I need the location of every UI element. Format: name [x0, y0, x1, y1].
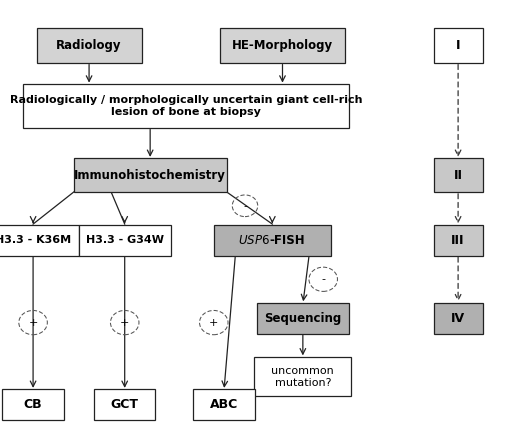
FancyBboxPatch shape — [94, 390, 155, 420]
Text: uncommon
mutation?: uncommon mutation? — [271, 366, 334, 388]
Text: H3.3 - K36M: H3.3 - K36M — [0, 235, 71, 246]
Text: $\mathit{USP6}$: $\mathit{USP6}$ — [238, 234, 270, 247]
FancyBboxPatch shape — [37, 28, 142, 63]
FancyBboxPatch shape — [73, 158, 227, 192]
FancyBboxPatch shape — [434, 225, 483, 255]
FancyBboxPatch shape — [193, 390, 255, 420]
Text: +: + — [120, 317, 129, 328]
FancyBboxPatch shape — [22, 84, 349, 128]
FancyBboxPatch shape — [434, 158, 483, 192]
Text: Immunohistochemistry: Immunohistochemistry — [74, 169, 226, 182]
FancyBboxPatch shape — [0, 225, 79, 255]
FancyBboxPatch shape — [434, 303, 483, 333]
Text: II: II — [454, 169, 463, 182]
FancyBboxPatch shape — [2, 390, 64, 420]
Text: Radiology: Radiology — [56, 39, 122, 52]
Text: I: I — [456, 39, 460, 52]
FancyBboxPatch shape — [214, 225, 331, 255]
Text: Radiologically / morphologically uncertain giant cell-rich
lesion of bone at bio: Radiologically / morphologically uncerta… — [10, 95, 362, 117]
Text: +: + — [29, 317, 38, 328]
Text: -FISH: -FISH — [270, 234, 305, 247]
Text: III: III — [451, 234, 465, 247]
Text: CB: CB — [24, 398, 42, 411]
Text: +: + — [209, 317, 218, 328]
Text: ABC: ABC — [210, 398, 238, 411]
FancyBboxPatch shape — [220, 28, 345, 63]
Text: Sequencing: Sequencing — [264, 312, 342, 325]
FancyBboxPatch shape — [434, 28, 483, 63]
FancyBboxPatch shape — [254, 357, 351, 397]
FancyBboxPatch shape — [257, 303, 349, 333]
Text: -: - — [243, 201, 247, 211]
Text: HE-Morphology: HE-Morphology — [232, 39, 333, 52]
Text: GCT: GCT — [110, 398, 139, 411]
Text: -: - — [321, 274, 325, 284]
FancyBboxPatch shape — [78, 225, 171, 255]
Text: IV: IV — [451, 312, 465, 325]
Text: H3.3 - G34W: H3.3 - G34W — [86, 235, 164, 246]
